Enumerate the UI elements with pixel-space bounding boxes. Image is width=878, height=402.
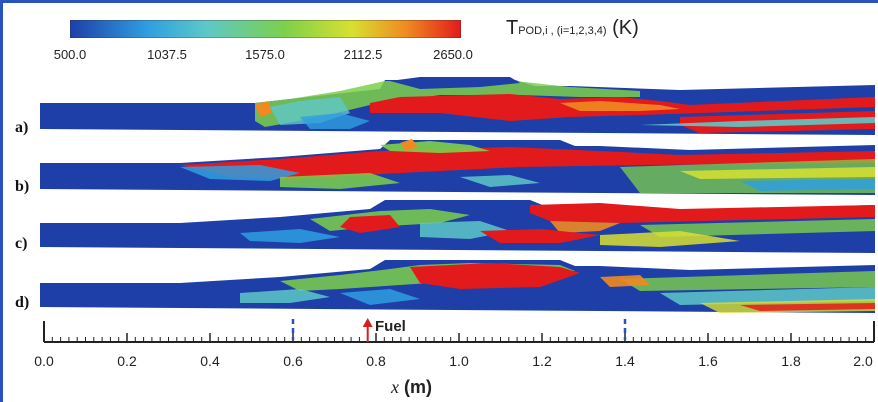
colorbar-tick-label: 2650.0: [433, 47, 473, 62]
x-tick-label: 1.6: [698, 353, 718, 369]
colorbar-title-subscript: POD,i , (i=1,2,3,4): [518, 25, 607, 37]
x-tick-label: 1.4: [615, 353, 635, 369]
colorbar-tick-label: 500.0: [53, 47, 87, 62]
x-axis-variable: x: [391, 377, 399, 397]
panel-d-field: [40, 260, 875, 313]
colorbar-tick-label: 2112.5: [343, 47, 383, 62]
panel-label-a: a): [15, 119, 29, 136]
fuel-label: Fuel: [375, 318, 406, 335]
panel-label-b: b): [15, 178, 30, 195]
panel-label-c: c): [15, 235, 28, 252]
x-tick-label: 0.4: [200, 353, 220, 369]
x-axis: [43, 318, 875, 343]
fuel-arrow-head: [362, 318, 373, 327]
colorbar-title-unit: (K): [606, 17, 639, 39]
colorbar-title-main: T: [506, 17, 519, 39]
panel-label-d: d): [15, 294, 30, 311]
x-tick-label: 0.6: [283, 353, 303, 369]
x-tick-label: 0.8: [366, 353, 386, 369]
panel-b-field: [40, 139, 875, 195]
x-tick-label: 0.0: [34, 353, 54, 369]
x-tick-label: 1.8: [781, 353, 801, 369]
colorbar-title: TPOD,i , (i=1,2,3,4) (K): [506, 17, 639, 40]
x-axis-unit: (m): [399, 377, 432, 397]
x-axis-title: x (m): [391, 377, 432, 398]
colorbar-tick-label: 1037.5: [147, 47, 187, 62]
x-tick-label: 2.0: [853, 353, 873, 369]
colorbar: [70, 20, 461, 38]
colorbar-tick-label: 1575.0: [245, 47, 285, 62]
x-tick-label: 1.0: [449, 353, 469, 369]
panel-a-field: [40, 77, 875, 135]
panel-c-field: [40, 200, 875, 253]
x-tick-label: 1.2: [532, 353, 552, 369]
x-tick-label: 0.2: [117, 353, 137, 369]
